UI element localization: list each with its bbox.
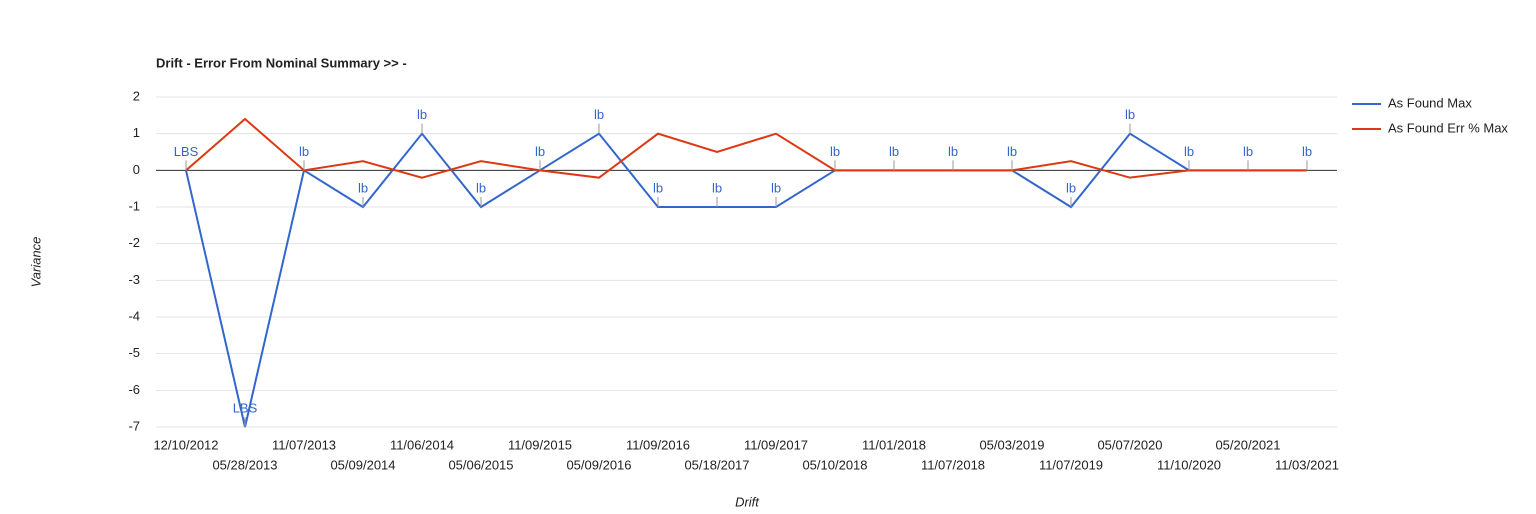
- x-axis-label: Drift: [735, 494, 760, 509]
- annotation: lb: [1125, 107, 1135, 122]
- x-tick-label: 05/20/2021: [1215, 437, 1280, 452]
- legend-label: As Found Err % Max: [1388, 120, 1508, 135]
- annotation: lb: [1302, 144, 1312, 159]
- x-tick-label: 05/28/2013: [212, 457, 277, 472]
- x-tick-label: 11/09/2017: [744, 437, 808, 452]
- x-tick-label: 11/10/2020: [1157, 457, 1221, 472]
- chart-title: Drift - Error From Nominal Summary >> -: [156, 55, 407, 70]
- annotation: lb: [1007, 144, 1017, 159]
- annotation: lb: [771, 180, 781, 195]
- y-tick-label: -4: [128, 308, 140, 323]
- y-tick-label: -6: [128, 382, 140, 397]
- x-tick-label: 11/09/2015: [508, 437, 572, 452]
- x-tick-label: 05/10/2018: [802, 457, 867, 472]
- x-tick-label: 11/03/2021: [1275, 457, 1339, 472]
- x-tick-label: 12/10/2012: [153, 437, 218, 452]
- annotation: lb: [712, 180, 722, 195]
- y-tick-label: -3: [128, 272, 140, 287]
- legend-label: As Found Max: [1388, 95, 1472, 110]
- x-tick-label: 05/09/2014: [330, 457, 395, 472]
- y-tick-label: 1: [133, 125, 140, 140]
- annotation: lb: [1184, 144, 1194, 159]
- y-tick-label: -5: [128, 345, 140, 360]
- series-line: [185, 117, 1307, 179]
- x-tick-label: 11/06/2014: [390, 437, 454, 452]
- x-tick-label: 05/18/2017: [684, 457, 749, 472]
- annotation: lb: [1066, 180, 1076, 195]
- annotation: lb: [358, 180, 368, 195]
- x-tick-label: 05/07/2020: [1097, 437, 1162, 452]
- annotation: lb: [948, 144, 958, 159]
- annotation: lb: [594, 107, 604, 122]
- y-tick-label: 0: [133, 162, 140, 177]
- annotation: lb: [535, 144, 545, 159]
- annotation: lb: [889, 144, 899, 159]
- x-tick-label: 05/09/2016: [566, 457, 631, 472]
- x-tick-label: 11/01/2018: [862, 437, 926, 452]
- annotation: LBS: [233, 400, 258, 415]
- annotation: lb: [1243, 144, 1253, 159]
- annotation: lb: [417, 107, 427, 122]
- x-tick-label: 05/06/2015: [448, 457, 513, 472]
- series-line: [185, 132, 1307, 428]
- x-tick-label: 11/07/2019: [1039, 457, 1103, 472]
- annotation: lb: [830, 144, 840, 159]
- annotation: lb: [653, 180, 663, 195]
- x-tick-label: 11/07/2013: [272, 437, 336, 452]
- annotation: LBS: [174, 144, 199, 159]
- y-tick-label: -1: [128, 198, 140, 213]
- y-tick-label: -2: [128, 235, 140, 250]
- x-tick-label: 11/07/2018: [921, 457, 985, 472]
- annotation: lb: [476, 180, 486, 195]
- x-tick-label: 05/03/2019: [979, 437, 1044, 452]
- y-tick-label: 2: [133, 88, 140, 103]
- y-axis-label: Variance: [28, 237, 43, 288]
- y-tick-label: -7: [128, 418, 140, 433]
- x-tick-label: 11/09/2016: [626, 437, 690, 452]
- annotation: lb: [299, 144, 309, 159]
